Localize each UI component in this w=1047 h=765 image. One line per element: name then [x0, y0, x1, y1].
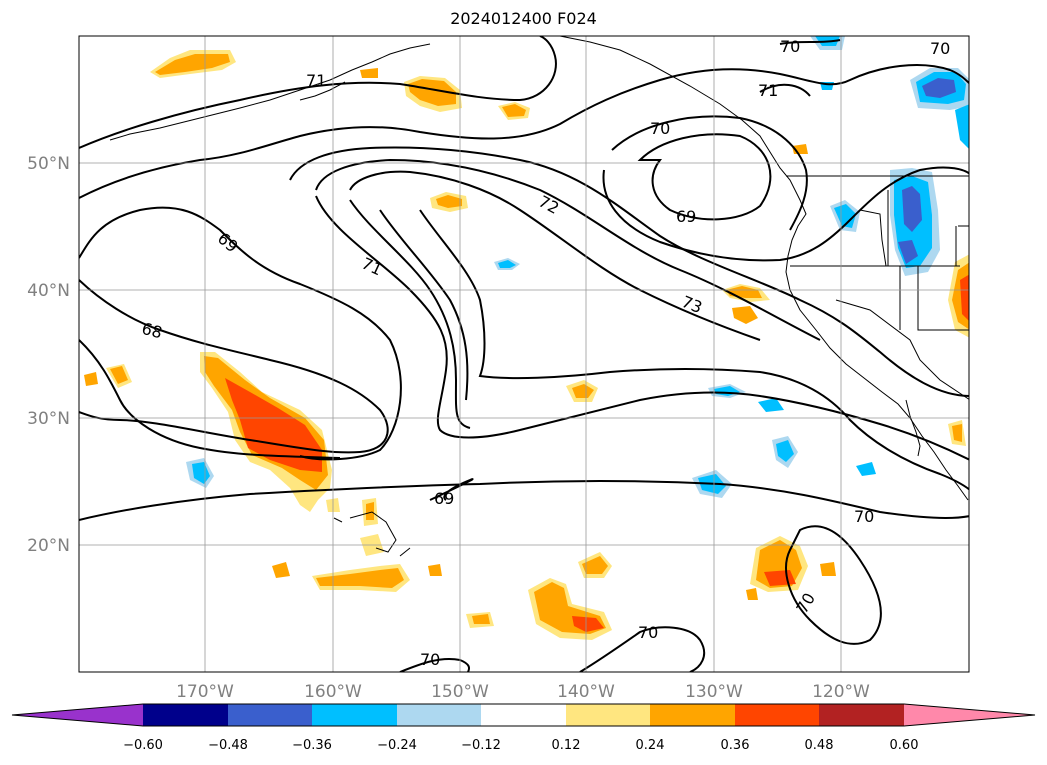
anomaly-patch [758, 398, 784, 412]
colorbar [11, 703, 1036, 727]
lat-label: 20°N [27, 536, 70, 556]
colorbar-segment [312, 704, 397, 726]
colorbar-outline [11, 703, 1036, 727]
contour-label: 71 [306, 71, 326, 90]
lat-label: 40°N [27, 281, 70, 301]
colorbar-tick: 0.24 [636, 738, 665, 753]
colorbar-ticks: −0.60 −0.48 −0.36 −0.24 −0.12 0.12 0.24 … [123, 738, 918, 753]
map-area: 70 71 70 70 71 72 69 69 71 73 68 69 70 7… [79, 36, 969, 672]
anomaly-patch [272, 562, 290, 578]
contour-label: 70 [420, 650, 440, 669]
colorbar-segment [819, 704, 904, 726]
anomaly-patch [955, 104, 969, 149]
contour-label: 70 [638, 623, 658, 642]
colorbar-segment [566, 704, 650, 726]
map-frame [78, 35, 970, 673]
contour-label: 70 [650, 119, 670, 138]
colorbar-tick: −0.12 [461, 738, 501, 753]
contour-lines [79, 36, 969, 672]
lon-label: 120°W [812, 682, 870, 702]
lat-label: 30°N [27, 409, 70, 429]
anomaly-patch [110, 366, 128, 384]
anomaly-patch [572, 384, 594, 398]
anomaly-patch [366, 502, 374, 520]
lon-label: 170°W [176, 682, 234, 702]
colorbar-tick: −0.36 [292, 738, 332, 753]
anomaly-patch [155, 54, 230, 75]
anomaly-patch [856, 462, 876, 476]
anomaly-patch [960, 274, 969, 321]
anomaly-patch [834, 204, 856, 228]
anomaly-patch [84, 372, 98, 386]
colorbar-segment [735, 704, 819, 726]
colorbar-tick: 0.60 [890, 738, 919, 753]
colorbar-tick: −0.48 [208, 738, 248, 753]
latitude-labels: 50°N 40°N 30°N 20°N [27, 154, 70, 556]
anomaly-patch [360, 68, 378, 78]
anomaly-patch [316, 568, 404, 588]
anomaly-patch [776, 440, 794, 462]
lon-label: 150°W [431, 682, 489, 702]
contour-label: 68 [140, 319, 165, 343]
colorbar-tick: −0.60 [123, 738, 163, 753]
anomaly-patch [746, 588, 758, 600]
anomaly-patch [902, 186, 922, 232]
anomaly-patch [952, 424, 962, 442]
colorbar-tick: 0.48 [805, 738, 834, 753]
longitude-labels: 170°W 160°W 150°W 140°W 130°W 120°W [176, 682, 870, 702]
contour-label: 69 [676, 207, 696, 226]
anomaly-patch [408, 79, 456, 106]
anomaly-patch [820, 562, 836, 576]
shaded-regions [84, 36, 969, 640]
anomaly-patch [436, 195, 462, 208]
contour-label: 69 [434, 489, 454, 508]
colorbar-extend-right [904, 704, 1035, 726]
anomaly-patch [582, 556, 608, 574]
colorbar-segment [650, 704, 735, 726]
lon-label: 160°W [304, 682, 362, 702]
anomaly-patch [572, 616, 604, 632]
anomaly-patch [898, 240, 918, 264]
colorbar-extend-left [12, 704, 143, 726]
colorbar-tick: −0.24 [377, 738, 417, 753]
anomaly-patch [922, 78, 956, 98]
anomaly-patch [498, 260, 516, 268]
colorbar-segment [481, 704, 566, 726]
colorbar-segment [143, 704, 228, 726]
colorbar-segment [397, 704, 481, 726]
lon-label: 130°W [685, 682, 743, 702]
contour-label: 71 [758, 81, 778, 100]
colorbar-segment [228, 704, 312, 726]
contour-label: 70 [930, 39, 950, 58]
colorbar-tick: 0.12 [552, 738, 581, 753]
map-title: 2024012400 F024 [450, 9, 597, 28]
anomaly-patch [502, 104, 526, 117]
contour-label: 70 [780, 37, 800, 56]
colorbar-tick: 0.36 [721, 738, 750, 753]
anomaly-patch [192, 462, 210, 484]
lat-label: 50°N [27, 154, 70, 174]
grid-lines [79, 36, 969, 672]
anomaly-patch [428, 564, 442, 576]
contour-label: 70 [854, 507, 874, 526]
anomaly-patch [472, 614, 490, 624]
anomaly-patch [732, 306, 758, 324]
lon-label: 140°W [557, 682, 615, 702]
